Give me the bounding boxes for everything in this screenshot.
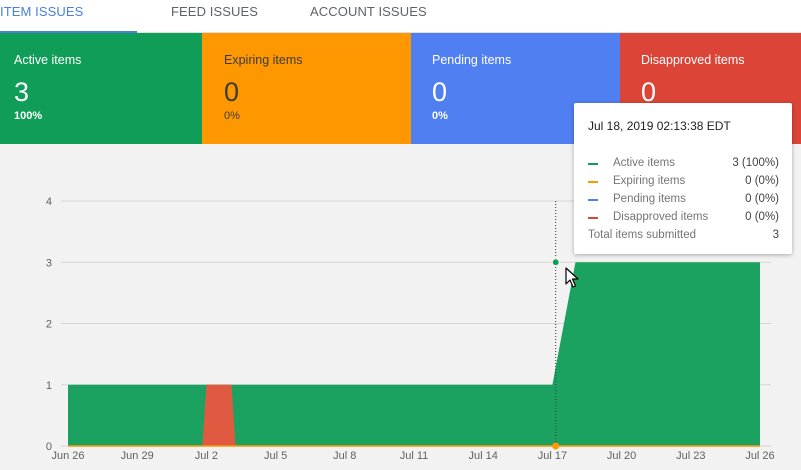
tooltip-total: Total items submitted 3 (588, 229, 779, 241)
x-tick-label: Jul 5 (264, 450, 287, 462)
disapproved-swatch (588, 217, 598, 219)
x-tick-label: Jul 2 (195, 450, 218, 462)
x-tick-label: Jul 17 (538, 450, 567, 462)
expiring-swatch (588, 181, 598, 183)
tooltip-row-value: 0 (0%) (745, 175, 779, 187)
tab-bar: ITEM ISSUES FEED ISSUES ACCOUNT ISSUES (0, 0, 801, 34)
card-active-value: 3 (14, 77, 30, 107)
hover-point-expiring (552, 442, 560, 450)
x-tick-label: Jul 26 (745, 450, 774, 462)
x-axis-labels: Jun 26 Jun 29 Jul 2 Jul 5 Jul 8 Jul 11 Jul 14 J… (51, 450, 774, 462)
card-active-items[interactable]: Active items 3 100% (0, 33, 202, 144)
card-expiring-pct: 0% (224, 110, 240, 122)
card-pending-label: Pending items (432, 53, 512, 67)
y-tick-label: 4 (46, 196, 52, 208)
card-disapproved-value: 0 (641, 77, 657, 107)
card-disapproved-label: Disapproved items (641, 53, 745, 67)
y-tick-label: 1 (46, 380, 52, 392)
tooltip-row-expiring: Expiring items 0 (0%) (588, 175, 779, 191)
card-active-label: Active items (14, 53, 82, 67)
card-pending-items[interactable]: Pending items 0 0% (411, 33, 620, 144)
x-tick-label: Jun 29 (121, 450, 154, 462)
tab-account-issues[interactable]: ACCOUNT ISSUES (310, 0, 430, 33)
disapproved-items-area (202, 384, 236, 446)
hover-point-active (551, 258, 560, 267)
y-axis-labels: 0 1 2 3 4 (46, 196, 52, 453)
tooltip-total-value: 3 (772, 229, 779, 241)
tooltip-row-disapproved: Disapproved items 0 (0%) (588, 211, 779, 227)
y-tick-label: 3 (46, 257, 52, 269)
card-pending-value: 0 (432, 77, 448, 107)
mouse-pointer-icon (565, 267, 579, 288)
tab-feed-issues[interactable]: FEED ISSUES (171, 0, 261, 33)
tooltip-row-active: Active items 3 (100%) (588, 157, 779, 173)
tab-item-issues-label: ITEM ISSUES (0, 4, 84, 19)
active-swatch (588, 163, 598, 165)
tooltip-total-label: Total items submitted (588, 229, 697, 241)
y-tick-label: 2 (46, 319, 52, 331)
chart-tooltip: Jul 18, 2019 02:13:38 EDT Active items 3… (574, 103, 792, 254)
x-tick-label: Jul 11 (400, 450, 429, 462)
tooltip-row-name: Disapproved items (613, 211, 709, 223)
tab-account-issues-label: ACCOUNT ISSUES (310, 4, 427, 19)
tooltip-date: Jul 18, 2019 02:13:38 EDT (588, 119, 731, 133)
tooltip-row-pending: Pending items 0 (0%) (588, 193, 779, 209)
y-tick-label: 0 (46, 441, 52, 453)
tooltip-row-name: Pending items (613, 193, 686, 205)
x-tick-label: Jul 20 (607, 450, 636, 462)
x-tick-label: Jul 14 (469, 450, 498, 462)
chart-areas (68, 262, 760, 447)
card-active-pct: 100% (14, 110, 43, 122)
card-pending-pct: 0% (432, 110, 448, 122)
x-tick-label: Jul 8 (333, 450, 356, 462)
x-tick-label: Jun 26 (51, 450, 84, 462)
card-expiring-value: 0 (224, 77, 240, 107)
tab-item-issues[interactable]: ITEM ISSUES (0, 0, 137, 34)
tooltip-row-name: Expiring items (613, 175, 686, 187)
x-tick-label: Jul 23 (676, 450, 705, 462)
card-expiring-label: Expiring items (224, 53, 303, 67)
tooltip-row-value: 0 (0%) (745, 211, 779, 223)
active-items-area (68, 262, 760, 446)
card-expiring-items[interactable]: Expiring items 0 0% (202, 33, 411, 144)
tooltip-row-name: Active items (613, 157, 675, 169)
pending-swatch (588, 199, 598, 201)
tooltip-row-value: 0 (0%) (745, 193, 779, 205)
hover-marker (551, 201, 560, 450)
tab-feed-issues-label: FEED ISSUES (171, 4, 259, 19)
tooltip-row-value: 3 (100%) (732, 157, 779, 169)
